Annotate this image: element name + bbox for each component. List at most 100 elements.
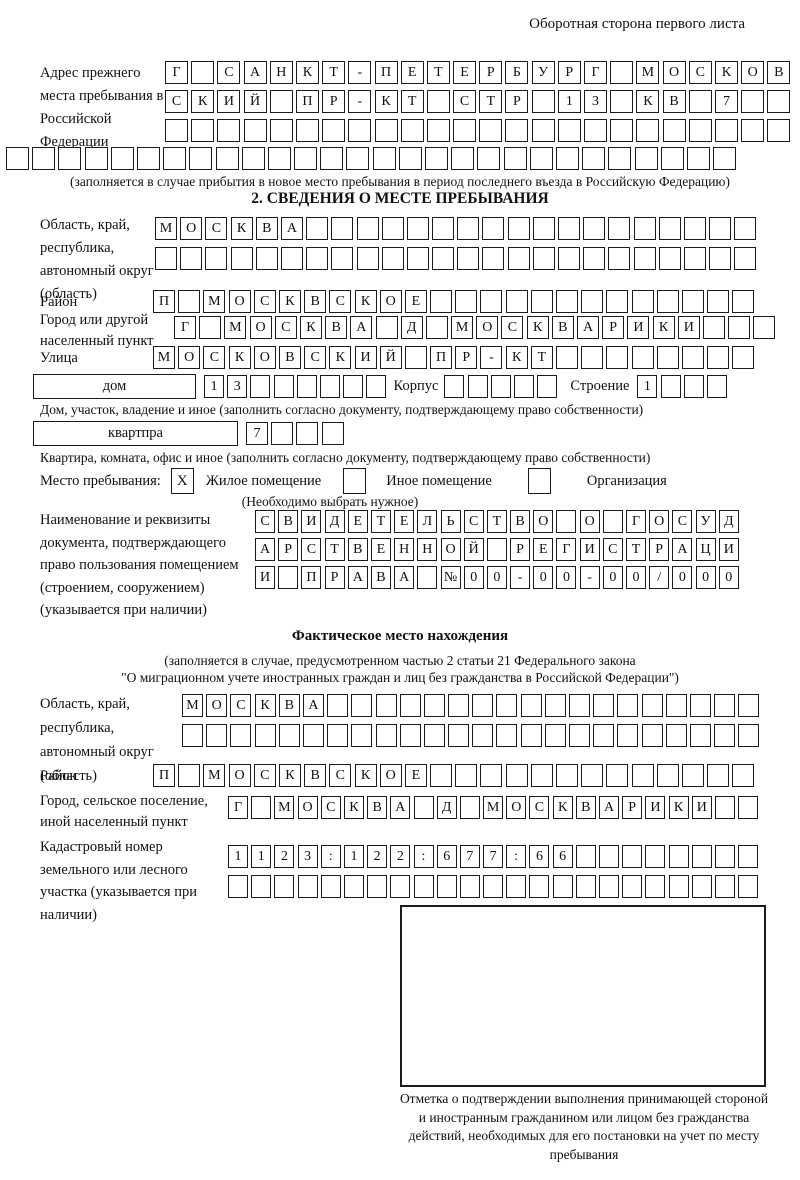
char-cell <box>520 694 542 717</box>
char-cell: И <box>691 796 712 819</box>
char-cell <box>593 694 615 717</box>
char-cell: К <box>278 290 301 313</box>
char-cell: О <box>662 61 686 84</box>
fact-title: Фактическое место нахождения <box>291 628 509 644</box>
prev-address-row-4 <box>6 147 739 170</box>
char-cell: Г <box>174 316 196 339</box>
char-cell <box>569 724 590 747</box>
char-cell <box>191 119 215 142</box>
char-cell <box>278 566 299 589</box>
char-cell: К <box>354 290 377 313</box>
char-cell: С <box>453 90 477 113</box>
char-cell <box>327 724 349 747</box>
char-cell <box>741 119 765 142</box>
char-cell <box>375 694 397 717</box>
char-cell <box>486 538 507 561</box>
char-cell: Р <box>622 796 643 819</box>
char-cell <box>306 247 329 270</box>
char-cell <box>375 316 398 339</box>
char-cell <box>321 422 344 445</box>
char-cell: 1 <box>251 845 272 868</box>
char-cell <box>691 875 712 898</box>
char-cell <box>732 346 755 369</box>
char-cell <box>399 694 421 717</box>
char-cell: Г <box>228 796 248 819</box>
char-cell <box>482 217 505 240</box>
char-cell: С <box>602 538 623 561</box>
char-cell: С <box>217 61 241 84</box>
char-cell: О <box>440 538 461 561</box>
char-cell: И <box>255 566 275 589</box>
kvartira-box: квартпра <box>33 421 238 446</box>
org-checkbox <box>527 468 551 494</box>
char-cell <box>413 796 434 819</box>
char-cell: В <box>370 566 391 589</box>
char-cell <box>714 796 735 819</box>
kvartira-hint: Квартира, комната, офис и иное (заполнит… <box>40 450 651 465</box>
char-cell <box>251 796 272 819</box>
char-cell: И <box>217 90 241 113</box>
char-cell <box>689 694 711 717</box>
char-cell: 0 <box>718 566 739 589</box>
char-cell <box>581 764 604 787</box>
char-cell <box>636 119 660 142</box>
char-cell <box>767 90 791 113</box>
char-cell <box>417 566 438 589</box>
char-cell <box>709 247 732 270</box>
char-cell <box>688 119 712 142</box>
prev-address-label: Адрес прежнего места пребывания в Россий… <box>40 65 164 150</box>
char-cell <box>331 217 354 240</box>
char-cell <box>608 247 631 270</box>
char-cell: 1 <box>637 375 658 398</box>
char-cell: С <box>329 764 352 787</box>
char-cell <box>529 875 550 898</box>
char-cell: П <box>430 346 453 369</box>
char-cell: В <box>278 346 301 369</box>
char-cell: 2 <box>390 845 411 868</box>
char-cell <box>575 845 596 868</box>
char-cell <box>241 147 265 170</box>
char-cell <box>206 724 228 747</box>
char-cell: М <box>274 796 295 819</box>
char-cell: Р <box>479 61 503 84</box>
char-cell <box>557 119 581 142</box>
char-cell <box>457 217 480 240</box>
char-cell: К <box>278 764 301 787</box>
char-cell <box>423 724 445 747</box>
char-cell: И <box>677 316 700 339</box>
char-cell <box>343 375 364 398</box>
char-cell: 6 <box>552 845 573 868</box>
char-cell: П <box>301 566 322 589</box>
char-cell <box>254 724 276 747</box>
char-cell: Р <box>510 538 531 561</box>
char-cell <box>302 724 324 747</box>
char-cell <box>448 694 470 717</box>
char-cell <box>641 724 663 747</box>
char-cell <box>555 147 579 170</box>
char-cell: Е <box>453 61 477 84</box>
char-cell: Р <box>324 566 345 589</box>
char-cell <box>575 875 596 898</box>
char-cell: С <box>274 316 297 339</box>
char-cell <box>320 147 344 170</box>
char-cell <box>631 346 654 369</box>
char-cell: В <box>662 90 686 113</box>
char-cell: С <box>304 346 327 369</box>
char-cell: 0 <box>463 566 484 589</box>
char-cell: В <box>304 764 327 787</box>
char-cell <box>714 724 736 747</box>
s2-gorod-label: Город или другой населенный пункт <box>40 312 154 349</box>
char-cell <box>665 694 687 717</box>
char-cell <box>732 764 755 787</box>
char-cell <box>273 375 294 398</box>
char-cell: К <box>374 90 398 113</box>
char-cell <box>641 694 663 717</box>
char-cell <box>320 875 341 898</box>
char-cell <box>191 61 215 84</box>
char-cell: С <box>203 346 226 369</box>
char-cell: Р <box>505 90 529 113</box>
char-cell <box>584 119 607 142</box>
char-cell: К <box>329 346 352 369</box>
